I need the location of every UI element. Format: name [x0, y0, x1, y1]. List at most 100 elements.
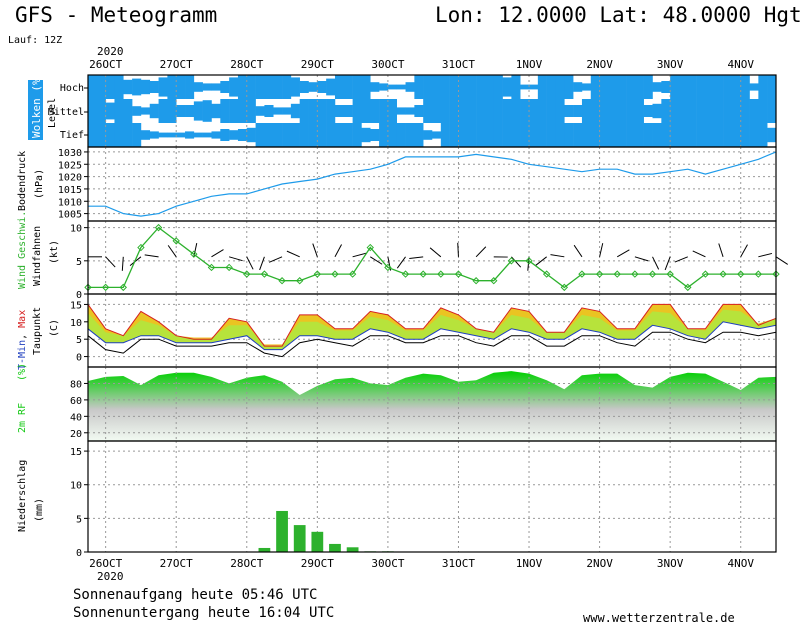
- cloud-cell: [396, 123, 406, 147]
- date-label-top: 28OCT: [230, 58, 263, 71]
- cloud-cell: [723, 75, 733, 99]
- dewpoint-line: [87, 331, 777, 358]
- cloud-cell: [176, 105, 186, 117]
- cloud-cell: [687, 99, 697, 123]
- wind-barb: [268, 256, 283, 263]
- cloud-cell: [634, 75, 644, 99]
- wind-speed-point: [578, 270, 586, 278]
- precip-bar: [329, 543, 341, 552]
- y-tick-label: 1015: [58, 185, 82, 196]
- rh-axis-label: 2m RF: [17, 403, 28, 433]
- wind-barb: [352, 252, 367, 258]
- level-label: Hoch: [60, 83, 84, 94]
- y-tick-label: 5: [76, 335, 82, 346]
- cloud-cell: [149, 103, 159, 119]
- top-date-axis: 26OCT 27OCT 28OCT 29OCT 30OCT 31OCT 1NOV 2NOV 3N…: [89, 58, 754, 71]
- cloud-cell: [167, 99, 177, 123]
- cloud-cell: [529, 99, 539, 123]
- cloud-cell: [458, 123, 468, 147]
- date-label-bottom: 30OCT: [371, 557, 404, 570]
- pressure-unit-label: (hPa): [34, 169, 45, 199]
- cloud-cell: [502, 123, 512, 147]
- cloud-cell: [484, 123, 495, 147]
- cloud-cell: [290, 103, 300, 119]
- panel-frame: [87, 440, 777, 553]
- precip-bar: [311, 531, 324, 552]
- precip-unit-label: (mm): [34, 498, 45, 522]
- cloud-cell: [493, 99, 503, 123]
- cloud-cell: [237, 75, 248, 99]
- cloud-cell: [449, 123, 459, 147]
- cloud-cell: [202, 100, 212, 122]
- cloud-cell: [167, 132, 177, 138]
- wind-barb: [457, 242, 459, 257]
- cloud-cell: [255, 106, 265, 116]
- y-tick-label: 5: [76, 514, 82, 525]
- cloud-cell: [317, 123, 327, 147]
- wind-speed-point: [595, 270, 604, 278]
- wind-barb: [334, 244, 342, 258]
- wind-barb: [429, 247, 442, 258]
- wind-speed-point: [295, 277, 304, 285]
- cloud-cell: [334, 105, 345, 117]
- cloud-cell: [211, 83, 221, 91]
- y-tick-label: 10: [70, 318, 82, 329]
- cloud-cell: [705, 123, 715, 147]
- date-label-bottom: 3NOV: [657, 557, 684, 570]
- cloud-cell: [749, 83, 759, 91]
- cloud-cell: [652, 103, 662, 119]
- cloud-cell: [740, 75, 750, 99]
- cloud-cell: [370, 99, 380, 123]
- meteogram-title: GFS - Meteogramm: [15, 3, 217, 27]
- date-label-top: 3NOV: [657, 58, 684, 71]
- temp-range-band: [88, 304, 776, 350]
- cloud-cell: [599, 75, 609, 99]
- date-label-bottom: 27OCT: [160, 557, 193, 570]
- cloud-cell: [264, 123, 274, 147]
- cloud-cell: [590, 123, 600, 147]
- wind-speed-point: [419, 270, 427, 278]
- cloud-cell: [193, 101, 203, 121]
- wind-barb: [674, 256, 688, 263]
- cloud-cell: [370, 129, 380, 141]
- cloud-cell: [661, 123, 671, 147]
- cloud-cell: [308, 123, 318, 147]
- cloud-cell: [652, 123, 662, 147]
- cloud-cell: [343, 75, 353, 99]
- cloud-cell: [334, 75, 345, 99]
- cloud-cell: [140, 79, 151, 95]
- cloud-cell: [88, 99, 98, 123]
- wind-barb: [211, 249, 224, 258]
- wind-barb: [286, 250, 300, 258]
- wind-speed-point: [631, 270, 639, 278]
- cloud-cell: [493, 123, 503, 147]
- cloud-cell: [573, 105, 583, 117]
- wind-speed-point: [560, 283, 569, 292]
- cloud-cell: [379, 123, 389, 147]
- cloud-cell: [176, 75, 186, 99]
- cloud-cell: [546, 99, 556, 123]
- wind-speed-point: [84, 283, 92, 292]
- cloud-cell: [229, 77, 239, 97]
- precip-bar: [276, 510, 288, 552]
- y-tick-label: 10: [70, 481, 82, 492]
- wind-barb: [573, 244, 583, 258]
- cloud-cell: [361, 127, 371, 143]
- cloud-cell: [387, 99, 397, 123]
- temp-upper-band: [88, 304, 776, 347]
- temp-max-line: [87, 303, 777, 347]
- cloud-cell: [678, 75, 689, 99]
- wind-speed-point: [119, 283, 127, 292]
- cloud-cell: [167, 75, 177, 99]
- cloud-cell: [414, 123, 424, 147]
- cloud-cell: [617, 75, 627, 99]
- cloud-cell: [740, 99, 750, 123]
- cloud-cell: [414, 105, 424, 117]
- cloud-cell: [299, 81, 309, 93]
- cloud-cell: [105, 123, 115, 147]
- cloud-cell: [273, 75, 283, 99]
- cloud-cell: [105, 75, 115, 99]
- cloud-cell: [643, 123, 653, 147]
- windfahnen-label: Windfahnen: [32, 226, 43, 286]
- cloud-cell: [326, 123, 336, 147]
